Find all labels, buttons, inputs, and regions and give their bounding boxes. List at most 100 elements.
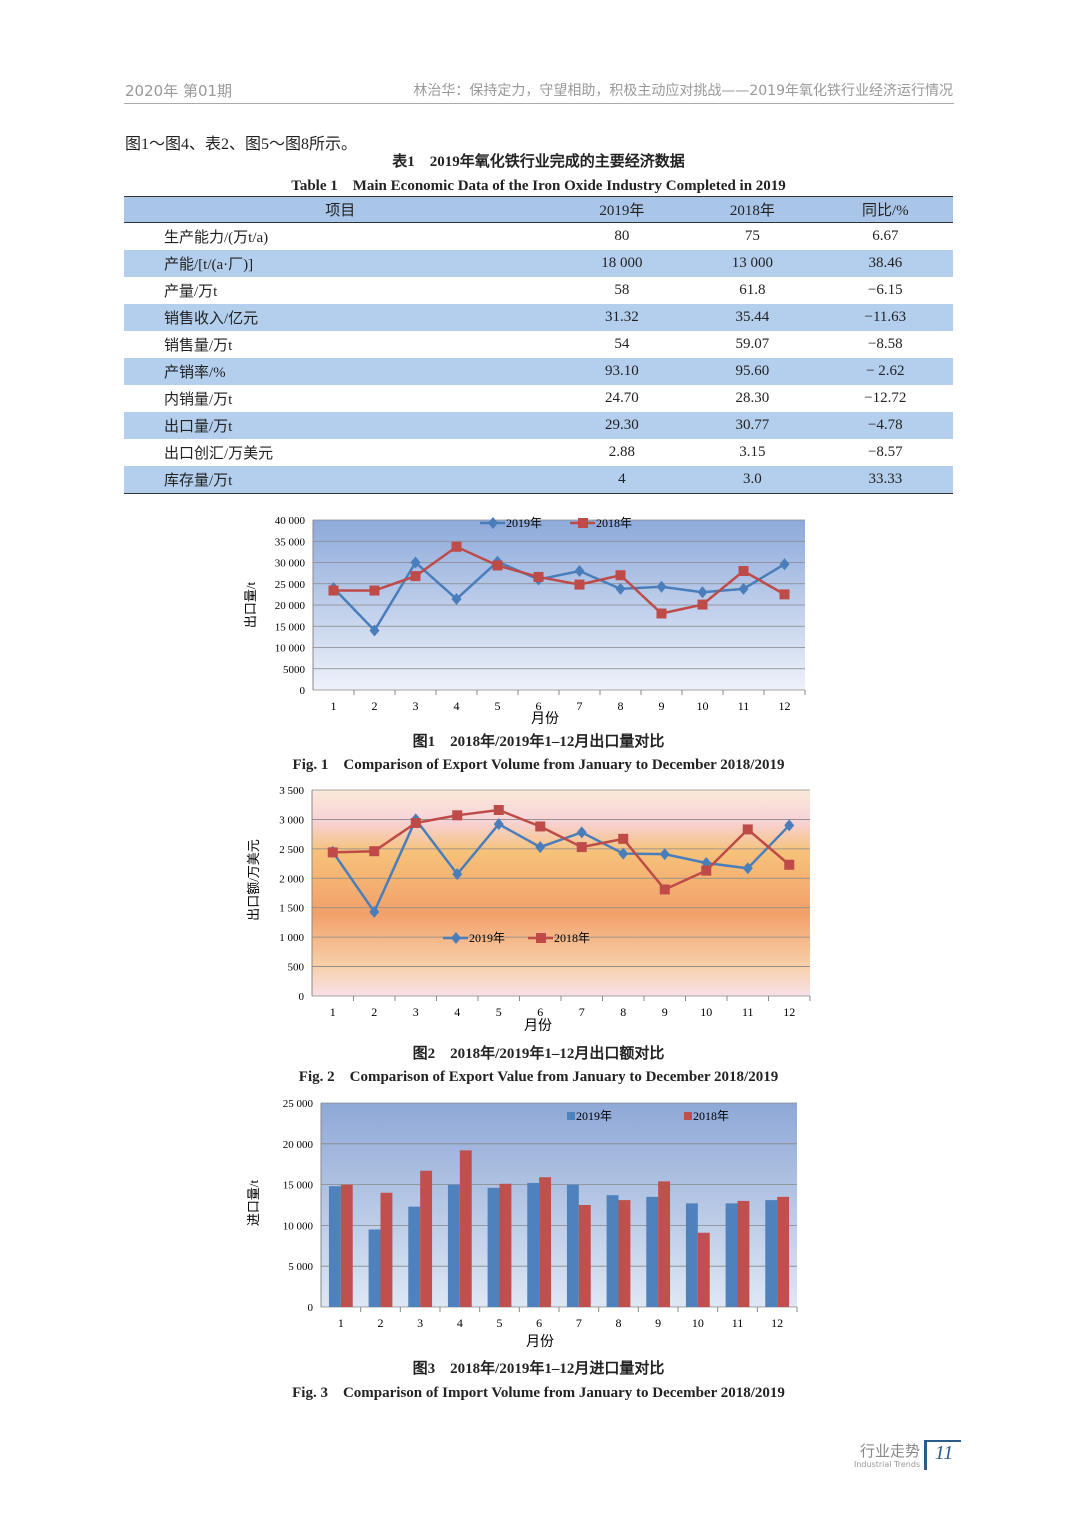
table-cell: 13 000 [687,250,818,277]
chart-export-volume: 0 5000 10 000 15 000 20 000 25 000 30 000 35 00… [243,515,806,725]
data-point [452,868,463,881]
y-tick-label: 35 000 [275,536,306,548]
y-tick-label: 500 [288,962,305,974]
table-cell: 59.07 [735,336,770,352]
fig2-caption-cn: 图2 2018年/2019年1–12月出口额对比 [412,1046,665,1062]
x-tick-label: 8 [618,699,624,713]
plot-area [321,1103,797,1307]
data-point [574,579,585,590]
data-point [369,624,380,637]
table-title-cn: 表1 2019年氧化铁行业完成的主要经济数据 [392,154,685,170]
table-cell: 80 [614,228,630,244]
bar-2018年 [420,1170,433,1307]
data-point [574,565,585,577]
table-cell: 出口量/万t [124,412,557,439]
table-cell: 31.32 [556,304,688,331]
legend-label: 2019年 [506,516,542,530]
table-cell: 2.88 [608,444,635,460]
table-row: 出口量/万t 29.30 30.77 −4.78 [124,412,953,439]
bar-2018年 [499,1183,512,1307]
table-cell: 35.44 [687,304,818,331]
fig3-caption-cn: 图3 2018年/2019年1–12月进口量对比 [412,1361,665,1377]
legend-swatch [567,1112,575,1120]
table-row: 销售量/万t 54 59.07 −8.58 [124,331,953,358]
table-cell: −4.78 [817,412,953,439]
y-tick-label: 1 500 [279,903,304,915]
header-rule [124,103,954,104]
table-row: 出口创汇/万美元 2.88 3.15 −8.57 [124,439,953,466]
bar-2019年 [685,1203,698,1307]
data-point [410,556,421,569]
table-cell: −8.58 [867,336,903,352]
bar-2019年 [527,1182,540,1307]
y-tick-label: 3 000 [279,814,304,826]
series-line-2018年 [332,808,791,892]
page-number: 11 [924,1440,961,1470]
data-point [742,824,753,835]
table-cell: −6.15 [867,282,903,298]
table-cell: 95.60 [687,358,818,385]
bar-2018年 [658,1181,671,1307]
table-cell: 54 [614,336,630,352]
x-tick-label: 12 [783,1005,795,1019]
y-tick-label: 25 000 [275,579,306,591]
x-tick-label: 7 [579,1005,585,1019]
y-tick-label: 20 000 [275,600,306,612]
y-tick-label: 10 000 [283,1220,314,1232]
x-tick-label: 10 [692,1316,704,1330]
table-row: 产量/万t 58 61.8 −6.15 [124,277,953,304]
table-cell: 4 [556,466,688,494]
x-tick-label: 1 [338,1316,344,1330]
data-point [779,558,790,571]
table-cell: −11.63 [817,304,953,331]
table-cell: 38.46 [817,250,953,277]
data-point [369,846,380,857]
data-point [656,608,667,619]
y-tick-label: 15 000 [283,1180,314,1192]
bar-2018年 [777,1196,790,1307]
data-point [327,847,338,858]
table-cell: 销售量/万t [164,338,233,354]
column-header: 同比/% [817,196,953,223]
table-cell: 28.30 [735,390,770,406]
table-cell: 33.33 [817,466,953,494]
x-tick-label: 3 [417,1316,423,1330]
intro-text: 图1～图4、表2、图5～图8所示。 [125,136,358,153]
table-row: 销售收入/亿元 31.32 35.44 −11.63 [124,304,953,331]
legend-marker [488,517,498,529]
data-point [451,593,462,606]
x-tick-label: 3 [413,1005,419,1019]
data-point [615,570,626,581]
data-point [784,859,795,870]
bar-2018年 [737,1200,750,1307]
legend-marker [451,932,461,944]
table-row: 产销率/% 93.10 95.60− 2.62 [124,358,953,385]
x-tick-label: 2 [378,1316,384,1330]
data-point [328,585,339,596]
data-point [656,580,667,593]
x-tick-label: 3 [413,699,419,713]
y-axis-label: 出口额/万美元 [246,839,261,921]
fig1-caption-en: Fig. 1 Comparison of Export Volume from … [292,757,785,773]
table-cell: 93.10 [556,358,688,385]
data-point [535,841,546,854]
data-point [618,847,629,860]
data-point [618,833,629,844]
y-tick-label: 3 500 [279,785,304,797]
x-tick-label: 8 [620,1005,626,1019]
bar-2019年 [606,1195,619,1307]
x-tick-label: 8 [616,1316,622,1330]
x-tick-label: 9 [659,699,665,713]
table-cell: 24.70 [604,390,639,406]
table-cell: 3.0 [687,466,818,494]
data-point [697,586,708,599]
x-tick-label: 7 [577,699,583,713]
data-point [492,560,503,571]
x-tick-label: 7 [576,1316,582,1330]
data-point [659,848,670,861]
x-axis-label: 月份 [531,711,559,725]
data-point [493,818,504,831]
legend-label: 2019年 [576,1109,612,1123]
